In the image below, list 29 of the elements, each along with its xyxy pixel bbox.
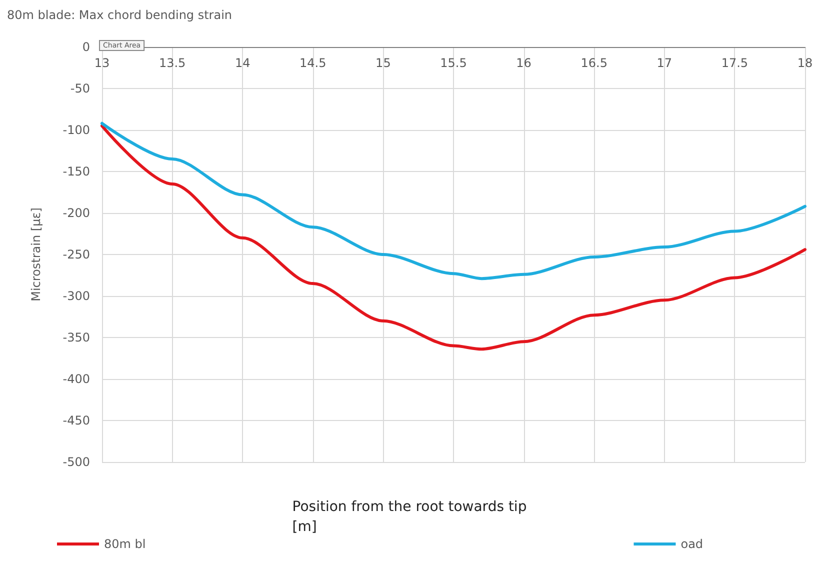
x-tick-label: 13 [94,56,110,70]
x-tick-label: 17.5 [721,56,748,70]
line-series [100,124,806,351]
x-tick-label: 13.5 [158,56,186,70]
y-tick-label: -350 [62,330,90,344]
y-tick-label: -200 [62,206,90,220]
legend-label: oad [680,537,704,551]
x-tick-label: 14 [234,56,250,70]
y-tick-label: -100 [62,123,90,137]
y-tick-label: 0 [82,40,90,54]
x-tick-label: 14.5 [300,56,326,70]
x-tick-label: 17 [656,56,672,70]
line-series [100,122,806,280]
y-tick-label: -300 [62,289,90,303]
chart-title: 80m blade: Max chord bending strain [7,8,232,22]
x-tick-label: 15 [376,56,391,70]
y-tick-label: -150 [62,164,90,178]
y-axis-title: Microstrain [με] [29,208,43,302]
y-tick-label: -400 [62,372,90,386]
x-tick-label: 16 [516,56,532,70]
y-tick-label: -450 [62,414,90,428]
x-axis-title: Position from the root towards tip [m] [292,499,527,535]
y-tick-label: -250 [62,248,90,262]
legend-label: 80m bl [104,537,146,551]
x-tick-label: 16.5 [580,56,608,70]
x-tick-label: 18 [797,56,813,70]
y-tick-label: -50 [70,82,90,96]
x-tick-label: 15.5 [440,56,467,70]
y-tick-label: -500 [62,455,90,469]
